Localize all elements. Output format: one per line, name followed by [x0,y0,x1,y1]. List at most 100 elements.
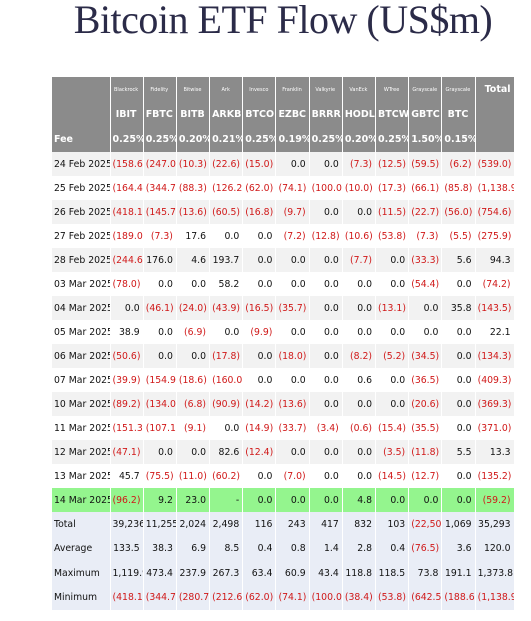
flow-value: 0.0 [309,392,343,416]
flow-value: 0.0 [275,248,310,272]
flow-value: 0.0 [275,320,310,344]
fee-value: 0.19% [275,127,310,152]
flow-value: 22.1 [475,320,515,344]
summary-value: 116 [242,512,277,537]
summary-row: Average 133.5 38.3 6.9 8.5 0.4 0.8 1.4 2.8 0.4 (76… [52,536,515,561]
summary-value: 120.0 [475,536,515,561]
flow-value: 0.0 [143,320,177,344]
flow-value: 0.0 [375,488,410,512]
flow-value: (74.1) [275,176,310,200]
date: 10 Mar 2025 [52,392,111,416]
flow-value: (17.3) [375,176,410,200]
date: 14 Mar 2025 [52,488,111,512]
flow-value: (158.6) [110,152,144,176]
ticker: GBTC [408,102,443,127]
date: 03 Mar 2025 [52,272,111,296]
flow-value: (160.0) [209,368,244,392]
ticker: ARKB [209,102,244,127]
summary-value: 832 [342,512,377,537]
flow-value: (145.7) [143,200,177,224]
firm-name: Valkyrie [309,77,343,102]
flow-value: 0.0 [242,344,277,368]
flow-value: (13.1) [375,296,410,320]
flow-value: 0.0 [242,224,277,248]
flow-value: (35.7) [275,296,310,320]
ticker: BTC [441,102,476,127]
flow-value: (143.5) [475,296,515,320]
summary-value: 0.4 [375,536,410,561]
flow-value: (6.9) [176,320,211,344]
flow-value: (3.5) [375,440,410,464]
flow-value: (15.0) [242,152,277,176]
flow-value: 0.0 [375,248,410,272]
flow-value: (9.1) [176,416,211,440]
flow-value: 35.8 [441,296,476,320]
summary-label: Average [52,536,111,561]
flow-value: (1,138.9) [475,176,515,200]
flow-value: (418.1) [110,200,144,224]
flow-value: (8.2) [342,344,377,368]
flow-value: (85.8) [441,176,476,200]
flow-value: (22.7) [408,200,443,224]
flow-value: 0.0 [242,272,277,296]
summary-value: (1,138.9) [475,585,515,610]
flow-row: 10 Mar 2025 (89.2) (134.0) (6.8) (90.9) (14.2… [52,392,515,416]
flow-value: (74.2) [475,272,515,296]
summary-value: (74.1) [275,585,310,610]
summary-value: 38.3 [143,536,177,561]
summary-row: Minimum (418.1) (344.7) (280.7) (212.6) (62.0… [52,585,515,610]
flow-value: (151.3) [110,416,144,440]
summary-value: 6.9 [176,536,211,561]
flow-value: (53.8) [375,224,410,248]
flow-value: 0.0 [309,464,343,488]
flow-value: (189.0) [110,224,144,248]
flow-table: Blackrock Fidelity Bitwise Ark Invesco Frankl… [52,77,515,610]
flow-row: 05 Mar 2025 38.9 0.0 (6.9) 0.0 (9.9) 0.0 0.0 0.0… [52,320,515,344]
flow-value: 0.0 [209,224,244,248]
flow-value: (56.0) [441,200,476,224]
flow-value: (12.4) [242,440,277,464]
flow-value: (34.5) [408,344,443,368]
flow-value: 0.0 [143,440,177,464]
summary-value: 237.9 [176,561,211,586]
flow-value: (7.3) [342,152,377,176]
firm-name: Fidelity [143,77,177,102]
summary-value: (22,501) [408,512,443,537]
flow-value: (20.6) [408,392,443,416]
ticker: FBTC [143,102,177,127]
flow-value: 0.0 [441,464,476,488]
summary-row: Total 39,236 11,255 2,024 2,498 116 243 417 832 1… [52,512,515,537]
flow-value: (88.3) [176,176,211,200]
flow-value: (9.9) [242,320,277,344]
flow-row: 26 Feb 2025 (418.1) (145.7) (13.6) (60.5) (16… [52,200,515,224]
summary-label: Minimum [52,585,111,610]
flow-value: (59.2) [475,488,515,512]
flow-value: 0.0 [375,272,410,296]
flow-value: (46.1) [143,296,177,320]
date: 12 Mar 2025 [52,440,111,464]
flow-value: (344.7) [143,176,177,200]
flow-value: (18.0) [275,344,310,368]
date: 24 Feb 2025 [52,152,111,176]
flow-value: 0.0 [242,464,277,488]
flow-value: (10.6) [342,224,377,248]
summary-value: 118.5 [375,561,410,586]
flow-value: (0.6) [342,416,377,440]
flow-value: 0.0 [342,200,377,224]
flow-value: (7.0) [275,464,310,488]
flow-value: (18.6) [176,368,211,392]
fee-value: 0.25% [110,127,144,152]
flow-value: (50.6) [110,344,144,368]
summary-value: 417 [309,512,343,537]
flow-row: 11 Mar 2025 (151.3) (107.1) (9.1) 0.0 (14.9)(… [52,416,515,440]
flow-value: (59.5) [408,152,443,176]
flow-value: 0.0 [110,296,144,320]
summary-label: Maximum [52,561,111,586]
flow-value: 0.0 [408,296,443,320]
flow-row: 03 Mar 2025 (78.0) 0.0 0.0 58.2 0.0 0.0 0.0 0.0 0… [52,272,515,296]
firm-name: VanEck [342,77,377,102]
flow-value: (12.8) [309,224,343,248]
summary-value: 60.9 [275,561,310,586]
flow-value: 0.0 [309,200,343,224]
